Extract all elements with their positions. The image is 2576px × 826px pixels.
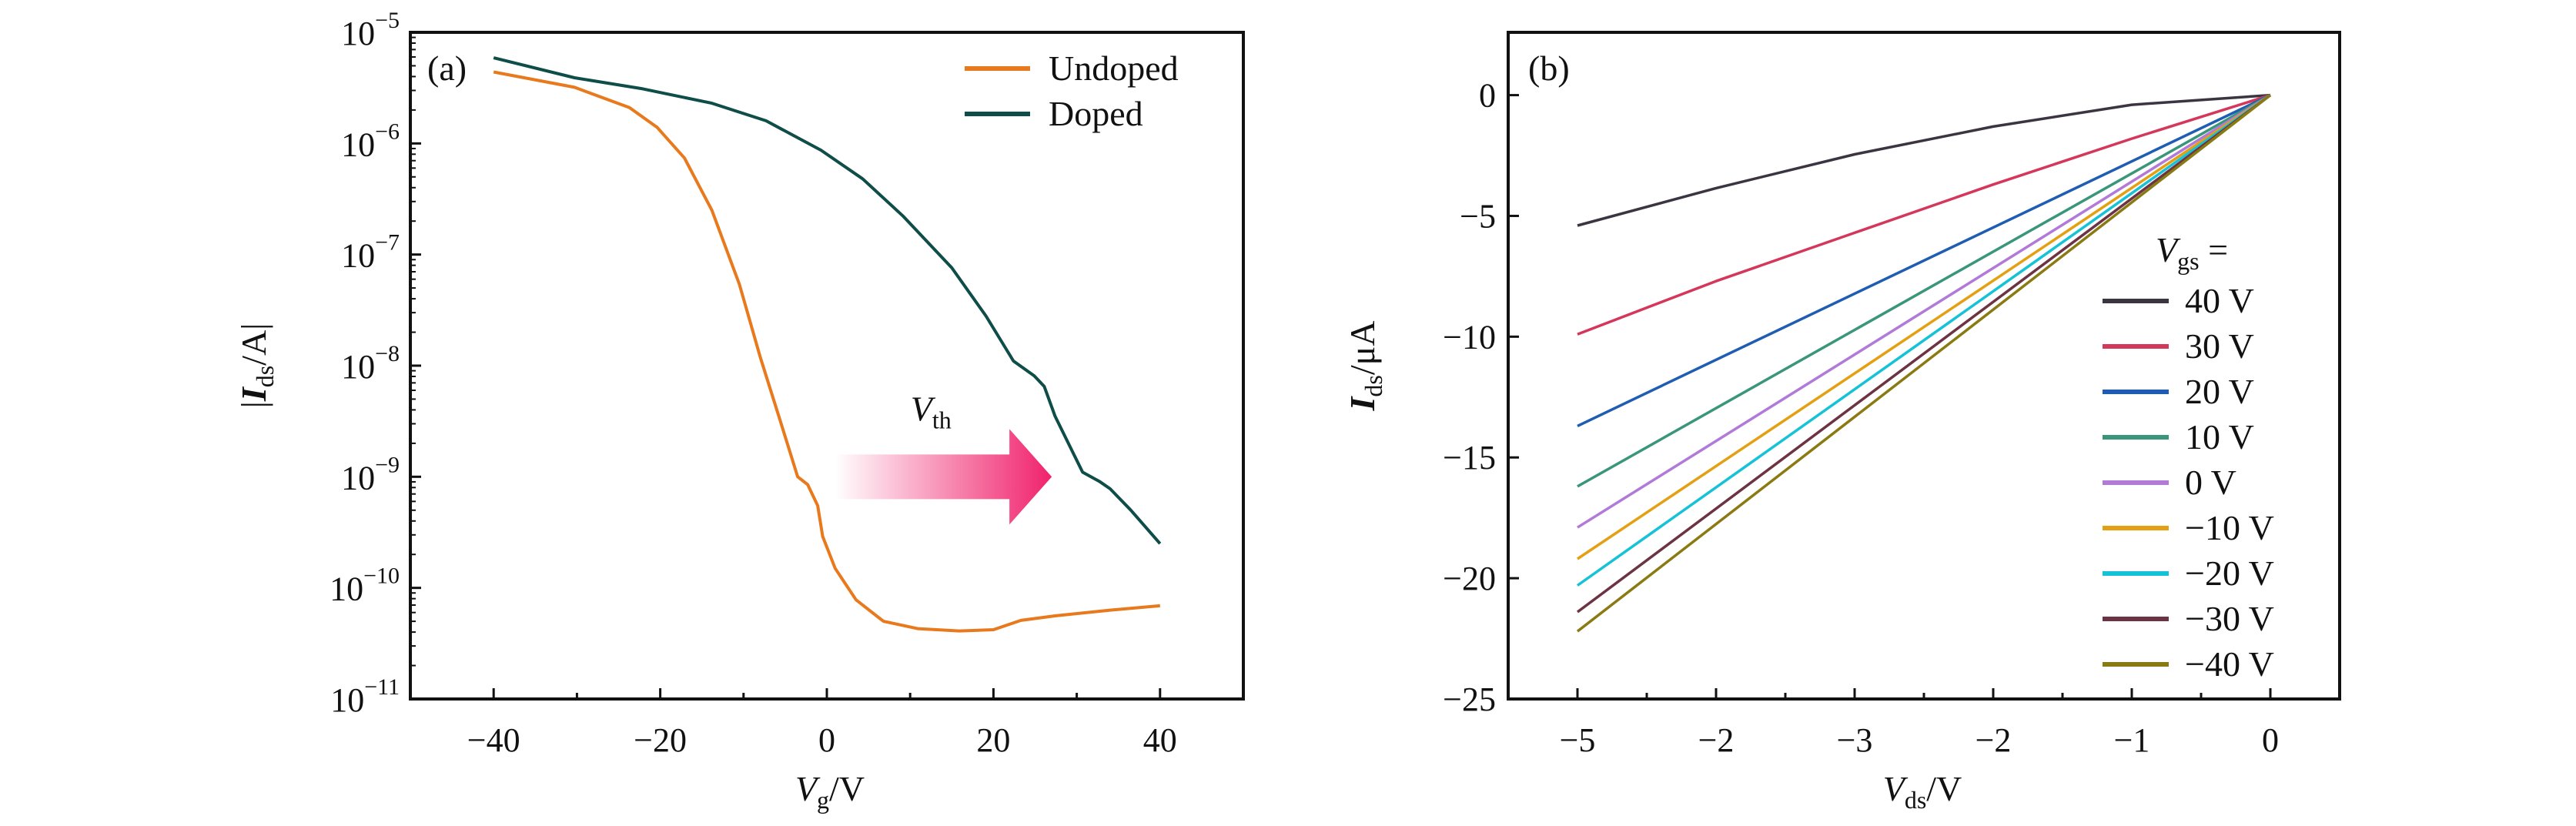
- threshold-shift-arrow: [835, 429, 1052, 525]
- legend-label: −30 V: [2185, 599, 2274, 638]
- y-tick-base: 10: [341, 15, 375, 52]
- y-tick-base: 10: [341, 348, 375, 386]
- y-tick-label: −10: [1443, 318, 1496, 356]
- panel-label: (b): [1528, 48, 1570, 88]
- x-axis-label: Vds/V: [1883, 769, 1962, 814]
- y-tick-base: 10: [341, 237, 375, 275]
- x-tick-label: −3: [1837, 721, 1873, 759]
- x-tick-label: −1: [2114, 721, 2150, 759]
- y-tick-label: 10−7: [341, 230, 400, 275]
- y-tick-label: 10−11: [330, 674, 400, 719]
- vth-annotation-sub: th: [932, 406, 952, 433]
- legend-label: 10 V: [2185, 417, 2254, 456]
- y-tick-exponent: −11: [364, 674, 400, 700]
- y-tick-exponent: −7: [375, 230, 400, 256]
- legend-label: 40 V: [2185, 281, 2254, 320]
- vth-annotation-main: V: [911, 389, 936, 428]
- series-line-vgs-10v: [1577, 94, 2271, 560]
- y-tick-label: 10−8: [341, 341, 400, 386]
- y-tick-exponent: −9: [375, 452, 400, 477]
- y-tick-label: 10−9: [341, 452, 400, 497]
- series-line-undoped: [493, 70, 1160, 633]
- y-tick-label: −5: [1460, 197, 1496, 235]
- series-line-vgs-0v: [1577, 94, 2271, 529]
- x-tick-label: 20: [976, 721, 1010, 759]
- y-tick-exponent: −5: [375, 8, 400, 33]
- y-tick-base: 10: [341, 459, 375, 497]
- legend-title-sub: gs: [2177, 247, 2199, 275]
- y-tick-label: −20: [1443, 560, 1496, 597]
- legend-title: Vgs =: [2156, 230, 2228, 275]
- y-axis-label-sub: ds: [1360, 375, 1387, 396]
- legend-title-main: V: [2156, 230, 2181, 269]
- y-tick-exponent: −10: [363, 563, 400, 589]
- y-axis-label-main: I: [1343, 396, 1382, 412]
- y-tick-label: 10−10: [330, 563, 400, 608]
- x-tick-label: −2: [1698, 721, 1735, 759]
- legend-label-undoped: Undoped: [1049, 48, 1179, 88]
- legend-label: 30 V: [2185, 326, 2254, 366]
- y-tick-label: −25: [1443, 681, 1496, 718]
- y-axis-label-bar: |: [234, 401, 273, 408]
- x-tick-label: 0: [818, 721, 835, 759]
- x-axis-label-unit: /V: [1926, 769, 1962, 808]
- series-line-vgs-10v: [1577, 94, 2271, 488]
- legend-title-suffix: =: [2200, 230, 2228, 269]
- legend-label-doped: Doped: [1049, 94, 1143, 133]
- y-tick-exponent: −8: [375, 341, 400, 366]
- x-axis-label-unit: /V: [829, 769, 865, 808]
- x-axis-label-sub: ds: [1905, 786, 1926, 814]
- series-line-vgs-20v: [1576, 94, 2272, 587]
- panel-label: (a): [427, 48, 467, 88]
- legend-label: −10 V: [2185, 508, 2274, 547]
- x-tick-label: 40: [1143, 721, 1177, 759]
- series-line-vgs-40v: [1577, 93, 2271, 227]
- y-tick-base: 10: [341, 125, 375, 163]
- x-tick-label: −2: [1975, 721, 2012, 759]
- x-tick-label: −5: [1560, 721, 1596, 759]
- y-axis-label: Ids/μA: [1343, 320, 1387, 411]
- series-line-vgs-40v: [1576, 94, 2272, 633]
- series-line-vgs-30v: [1577, 93, 2271, 336]
- panel-a-chart: −40 −20 0 20 4010−510−610−710−810−910−1010−1…: [234, 8, 1245, 814]
- x-tick-label: −20: [634, 721, 687, 759]
- y-tick-label: 10−5: [341, 8, 400, 52]
- y-axis-label-unit: /A|: [234, 323, 273, 366]
- legend-label: 0 V: [2185, 463, 2236, 502]
- y-tick-label: 10−6: [341, 119, 400, 163]
- legend-label: −40 V: [2185, 644, 2274, 684]
- vth-annotation: Vth: [911, 389, 952, 433]
- y-tick-base: 10: [330, 681, 364, 719]
- x-axis-label: Vg/V: [795, 769, 865, 814]
- series-line-vgs-30v: [1576, 94, 2272, 614]
- series-line-vgs-20v: [1577, 94, 2271, 427]
- y-axis-label: |Ids/A|: [234, 323, 279, 409]
- legend-label: 20 V: [2185, 372, 2254, 411]
- x-tick-label: −40: [467, 721, 520, 759]
- y-tick-exponent: −6: [375, 119, 400, 144]
- y-axis-label-unit: /μA: [1343, 320, 1382, 375]
- y-tick-label: −15: [1443, 439, 1496, 477]
- y-axis-label-main: I: [234, 386, 273, 402]
- y-tick-label: 0: [1479, 77, 1496, 115]
- x-tick-label: 0: [2262, 721, 2279, 759]
- legend-label: −20 V: [2185, 553, 2274, 593]
- x-axis-label-sub: g: [817, 786, 829, 814]
- y-tick-base: 10: [330, 570, 363, 608]
- x-axis-label-main: V: [795, 769, 821, 808]
- y-axis-label-sub: ds: [251, 366, 279, 387]
- x-axis-label-main: V: [1883, 769, 1909, 808]
- series-line-doped: [493, 56, 1162, 545]
